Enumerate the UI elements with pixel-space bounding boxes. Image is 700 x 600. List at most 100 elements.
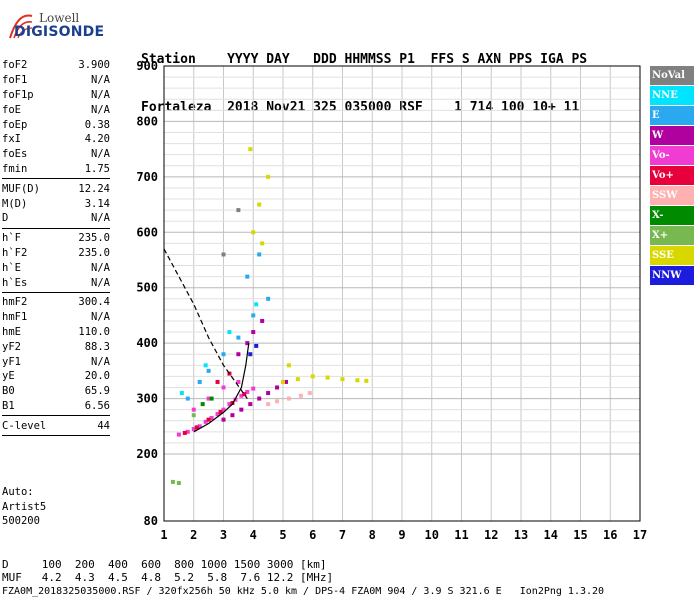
- param-key: foF2: [2, 59, 28, 72]
- x-tick-label: 8: [369, 528, 376, 542]
- y-tick-label: 300: [136, 392, 158, 406]
- param-row: yF2 88.3: [2, 339, 110, 354]
- x-tick-label: 10: [425, 528, 439, 542]
- logo: Lowell DIGISONDE: [6, 6, 126, 46]
- y-tick-label: 700: [136, 170, 158, 184]
- data-point: [248, 352, 253, 357]
- data-point: [200, 402, 205, 407]
- param-value: 300.4: [78, 296, 110, 309]
- x-tick-label: 12: [484, 528, 498, 542]
- param-divider: [2, 178, 110, 180]
- param-key: yF2: [2, 340, 21, 353]
- data-point: [215, 412, 220, 417]
- data-point: [239, 393, 244, 398]
- param-divider: [2, 291, 110, 293]
- param-key: foEp: [2, 118, 28, 131]
- data-point: [340, 377, 345, 382]
- data-point: [185, 429, 190, 434]
- data-point: [191, 407, 196, 412]
- logo-brand-bottom: DIGISONDE: [14, 24, 105, 40]
- data-point: [221, 252, 226, 257]
- param-value: 88.3: [84, 340, 110, 353]
- param-row: MUF(D) 12.24: [2, 181, 110, 196]
- param-row: h`E N/A: [2, 260, 110, 275]
- x-tick-label: 5: [279, 528, 286, 542]
- data-point: [230, 413, 235, 418]
- param-key: hmF2: [2, 296, 28, 309]
- data-point: [245, 341, 250, 346]
- legend-item: SSE: [650, 246, 694, 265]
- param-key: foF1p: [2, 88, 34, 101]
- param-row: foEs N/A: [2, 147, 110, 162]
- station-header: Station YYYY DAY DDD HHMMSS P1 FFS S AXN…: [141, 20, 587, 132]
- param-row: fxI 4.20: [2, 132, 110, 147]
- data-point: [248, 402, 253, 407]
- y-tick-label: 800: [136, 114, 158, 128]
- param-row: B1 6.56: [2, 399, 110, 414]
- y-tick-label: 400: [136, 336, 158, 350]
- data-point: [251, 313, 256, 318]
- data-point: [275, 385, 280, 390]
- data-point: [310, 374, 315, 379]
- data-point: [275, 399, 280, 404]
- data-point: [251, 386, 256, 391]
- legend-item: NNE: [650, 86, 694, 105]
- param-value: N/A: [91, 276, 110, 289]
- param-key: fmin: [2, 162, 28, 175]
- data-point: [254, 302, 259, 307]
- param-value: 44: [97, 419, 110, 432]
- param-value: 4.20: [84, 133, 110, 146]
- y-tick-label: 900: [136, 59, 158, 73]
- data-point: [248, 147, 253, 152]
- data-point: [203, 419, 208, 424]
- param-row: yE 20.0: [2, 369, 110, 384]
- x-tick-label: 13: [514, 528, 528, 542]
- data-point: [221, 352, 226, 357]
- param-row: h`F 235.0: [2, 231, 110, 246]
- param-row: M(D) 3.14: [2, 196, 110, 211]
- data-point: [251, 330, 256, 335]
- x-tick-label: 6: [309, 528, 316, 542]
- data-point: [215, 379, 220, 384]
- data-point: [266, 391, 271, 396]
- param-value: 3.900: [78, 59, 110, 72]
- param-key: B0: [2, 385, 15, 398]
- param-key: C-level: [2, 419, 47, 432]
- data-point: [191, 413, 196, 418]
- legend-item: Vo-: [650, 146, 694, 165]
- param-key: MUF(D): [2, 182, 40, 195]
- data-point: [281, 379, 285, 384]
- x-tick-label: 14: [544, 528, 558, 542]
- data-point: [203, 363, 208, 368]
- footer-distance-row: D 100 200 400 600 800 1000 1500 3000 [km…: [2, 558, 327, 571]
- param-key: foE: [2, 103, 21, 116]
- param-row: D N/A: [2, 211, 110, 226]
- param-value: 235.0: [78, 246, 110, 259]
- data-point: [197, 424, 202, 429]
- param-value: 12.24: [78, 182, 110, 195]
- data-point: [298, 393, 303, 398]
- param-value: 3.14: [84, 197, 110, 210]
- param-key: fxI: [2, 133, 21, 146]
- data-point: [185, 396, 190, 401]
- trace-curve: [193, 343, 250, 433]
- data-point: [242, 392, 247, 397]
- param-key: hmF1: [2, 311, 28, 324]
- param-value: N/A: [91, 148, 110, 161]
- param-value: 6.56: [84, 399, 110, 412]
- x-tick-label: 15: [573, 528, 587, 542]
- data-point: [355, 378, 360, 383]
- data-point: [191, 427, 196, 432]
- param-row: C-level 44: [2, 418, 110, 433]
- data-point: [283, 379, 288, 384]
- radar-wave-icon: [9, 14, 33, 39]
- param-value: N/A: [91, 74, 110, 87]
- param-key: foEs: [2, 148, 28, 161]
- param-key: hmE: [2, 325, 21, 338]
- param-value: 110.0: [78, 325, 110, 338]
- data-point: [260, 241, 265, 246]
- logo-brand-top: Lowell: [39, 11, 80, 25]
- legend-item: NoVal: [650, 66, 694, 85]
- data-point: [245, 274, 250, 279]
- param-key: h`F2: [2, 246, 28, 259]
